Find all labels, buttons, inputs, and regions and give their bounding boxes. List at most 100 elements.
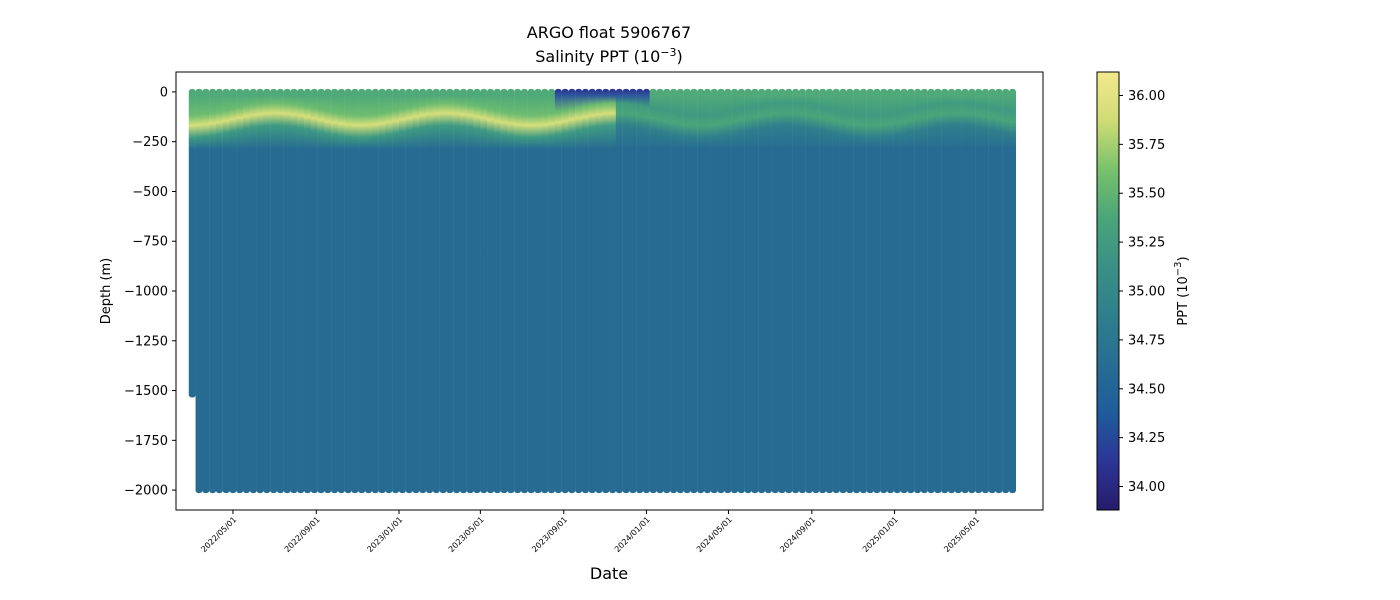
- profile-bar-87: [778, 88, 786, 494]
- profile-23: [344, 88, 352, 494]
- profile-28: [378, 88, 386, 494]
- profile-bar-93: [819, 88, 827, 494]
- profile-bar-96: [839, 88, 847, 494]
- profile-6: [229, 88, 237, 494]
- profile-69: [656, 88, 664, 494]
- profile-bar-33: [412, 88, 420, 494]
- profile-22: [337, 88, 345, 494]
- profile-bar-58: [581, 88, 589, 494]
- x-tick-label-5: 2024/01/01: [613, 515, 652, 554]
- profile-39: [453, 88, 461, 494]
- profile-109: [927, 88, 935, 494]
- profile-11: [263, 88, 271, 494]
- x-tick-label-0: 2022/05/01: [199, 515, 238, 554]
- profile-59: [588, 88, 596, 494]
- profile-67: [642, 88, 650, 494]
- profile-5: [222, 88, 230, 494]
- profile-bar-108: [920, 88, 928, 494]
- y-tick-label-4: −1000: [124, 285, 168, 300]
- profile-bar-36: [432, 88, 440, 494]
- profile-bar-45: [493, 88, 501, 494]
- profile-9: [249, 88, 257, 494]
- colorbar-tick-label-4: 35.00: [1128, 285, 1165, 300]
- profile-bar-91: [805, 88, 813, 494]
- profile-bar-23: [344, 88, 352, 494]
- profile-bar-44: [487, 88, 495, 494]
- profile-25: [358, 88, 366, 494]
- profile-bar-72: [676, 88, 684, 494]
- profile-bar-13: [276, 88, 284, 494]
- profile-16: [297, 88, 305, 494]
- profile-bar-22: [337, 88, 345, 494]
- profile-114: [961, 88, 969, 494]
- profile-bar-61: [602, 88, 610, 494]
- profile-35: [426, 88, 434, 494]
- y-axis-label: Depth (m): [99, 258, 114, 325]
- colorbar-tick-label-8: 36.00: [1128, 89, 1165, 104]
- profile-bar-92: [812, 88, 820, 494]
- profile-bar-39: [453, 88, 461, 494]
- profile-74: [690, 88, 698, 494]
- colorbar-label: PPT (10−3): [1173, 256, 1191, 325]
- profile-bar-109: [927, 88, 935, 494]
- profile-89: [792, 88, 800, 494]
- profile-bar-1: [195, 88, 203, 494]
- profile-92: [812, 88, 820, 494]
- profile-bar-119: [995, 88, 1003, 494]
- profile-18: [310, 88, 318, 494]
- profile-bar-54: [554, 88, 562, 494]
- colorbar-tick-label-7: 35.75: [1128, 138, 1165, 153]
- profile-104: [893, 88, 901, 494]
- profile-75: [697, 88, 705, 494]
- profile-84: [758, 88, 766, 494]
- profiles-layer: [188, 88, 1016, 494]
- profile-64: [622, 88, 630, 494]
- profile-bar-71: [670, 88, 678, 494]
- profile-26: [365, 88, 373, 494]
- profile-bar-28: [378, 88, 386, 494]
- colorbar-tick-label-5: 35.25: [1128, 236, 1165, 251]
- profile-48: [514, 88, 522, 494]
- profile-118: [988, 88, 996, 494]
- profile-76: [703, 88, 711, 494]
- profile-bar-0: [188, 88, 196, 398]
- profile-100: [866, 88, 874, 494]
- profile-bar-42: [473, 88, 481, 494]
- profile-43: [480, 88, 488, 494]
- profile-bar-74: [690, 88, 698, 494]
- profile-bar-31: [398, 88, 406, 494]
- profile-98: [853, 88, 861, 494]
- colorbar-tick-label-6: 35.50: [1128, 187, 1165, 202]
- profile-bar-107: [914, 88, 922, 494]
- profile-bar-48: [514, 88, 522, 494]
- profile-bar-12: [270, 88, 278, 494]
- profile-14: [283, 88, 291, 494]
- profile-bar-16: [297, 88, 305, 494]
- profile-bar-80: [731, 88, 739, 494]
- profile-bar-77: [710, 88, 718, 494]
- profile-95: [832, 88, 840, 494]
- profile-63: [615, 88, 623, 494]
- profile-bar-65: [629, 88, 637, 494]
- profile-bar-120: [1002, 88, 1010, 494]
- profile-8: [242, 88, 250, 494]
- profile-bar-51: [534, 88, 542, 494]
- profile-57: [575, 88, 583, 494]
- profile-121: [1008, 88, 1016, 494]
- profile-82: [744, 88, 752, 494]
- profile-120: [1002, 88, 1010, 494]
- profile-bar-38: [446, 88, 454, 494]
- profile-bar-84: [758, 88, 766, 494]
- profile-46: [500, 88, 508, 494]
- profile-15: [290, 88, 298, 494]
- profile-bar-11: [263, 88, 271, 494]
- profile-bar-5: [222, 88, 230, 494]
- profile-bar-14: [283, 88, 291, 494]
- profile-bar-95: [832, 88, 840, 494]
- y-tick-label-7: −1750: [124, 434, 168, 449]
- profile-44: [487, 88, 495, 494]
- profile-bar-86: [771, 88, 779, 494]
- profile-bar-53: [548, 88, 556, 494]
- profile-33: [412, 88, 420, 494]
